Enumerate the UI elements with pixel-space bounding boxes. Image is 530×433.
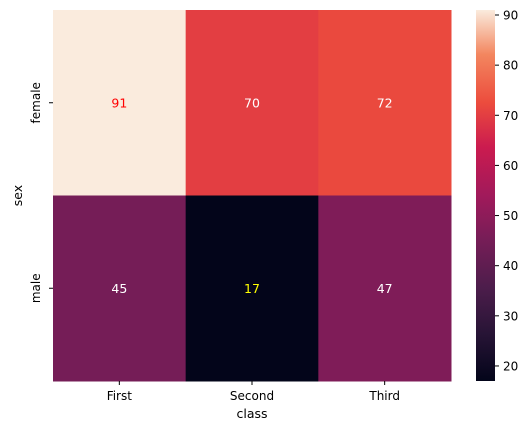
x-axis-label: class [236,406,267,421]
cell-value-label: 91 [111,95,127,110]
x-tick-label: Second [230,389,274,403]
colorbar-tick-label: 30 [503,309,518,323]
heatmap-cell [53,10,187,196]
colorbar-tick-label: 80 [503,59,518,73]
cell-value-label: 17 [244,281,260,296]
y-tick-label: female [29,82,43,123]
x-tick-label: Third [368,389,400,403]
heatmap-cell-labels: 91 70 72 45 17 47 [111,95,392,296]
cell-value-label: 45 [111,281,127,296]
colorbar-tick-label: 50 [503,209,518,223]
y-tick-label: male [29,273,43,303]
heatmap-cell [185,195,319,382]
cell-value-label: 70 [244,95,260,110]
heatmap-cells [53,10,452,382]
colorbar-tick-label: 40 [503,259,518,273]
x-axis: First Second Third [107,381,400,403]
cell-value-label: 47 [377,281,393,296]
heatmap-cell [318,195,452,382]
heatmap-cell [318,10,452,196]
colorbar-tick-label: 70 [503,109,518,123]
colorbar-gradient [476,10,495,381]
heatmap-cell [53,195,187,382]
heatmap-cell [185,10,319,196]
colorbar-tick-label: 60 [503,159,518,173]
cell-value-label: 72 [377,95,393,110]
colorbar-tick-label: 90 [503,9,518,23]
colorbar-tick-label: 20 [503,359,518,373]
x-tick-label: First [107,389,133,403]
y-axis-label: sex [10,185,25,206]
colorbar: 20 30 40 50 60 70 80 90 [476,9,518,381]
y-axis: female male [29,82,53,303]
